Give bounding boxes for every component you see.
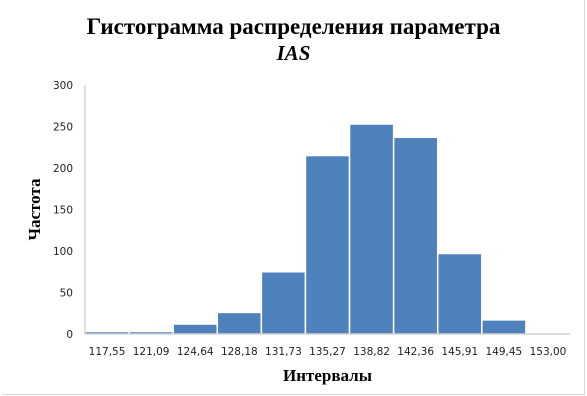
bar-3	[216, 311, 263, 335]
bar-2	[172, 323, 219, 335]
y-axis-title: Частота	[25, 178, 44, 240]
y-tick-label-4: 200	[53, 163, 73, 175]
y-tick-label-0: 0	[66, 329, 73, 341]
x-axis-title: Интервалы	[283, 366, 372, 385]
chart-subtitle: IAS	[276, 41, 311, 65]
bar-7	[392, 136, 439, 335]
y-tick-labels: 0 50 100 150 200 250 300	[53, 80, 73, 341]
bars-group	[84, 123, 527, 335]
y-tick-label-1: 50	[60, 288, 73, 300]
chart-title: Гистограмма распределения параметра	[86, 14, 501, 39]
x-tick-label-8: 145,91	[441, 346, 478, 358]
x-tick-label-7: 142,36	[397, 346, 434, 358]
x-tick-label-3: 128,18	[221, 346, 258, 358]
x-tick-label-5: 135,27	[309, 346, 346, 358]
bar-4	[260, 271, 307, 335]
x-tick-label-2: 124,64	[177, 346, 214, 358]
bar-9	[481, 319, 527, 335]
x-tick-label-6: 138,82	[353, 346, 390, 358]
y-tick-label-2: 100	[53, 246, 73, 258]
bar-8	[436, 252, 483, 335]
x-tick-label-0: 117,55	[89, 346, 126, 358]
y-tick-label-5: 250	[53, 122, 73, 134]
x-tick-label-4: 131,73	[265, 346, 302, 358]
bar-6	[348, 123, 395, 335]
x-tick-label-1: 121,09	[133, 346, 170, 358]
x-tick-label-10: 153,00	[530, 346, 567, 358]
bar-5	[304, 154, 351, 335]
y-tick-label-3: 150	[53, 205, 73, 217]
x-tick-label-9: 149,45	[485, 346, 522, 358]
y-tick-label-6: 300	[53, 80, 73, 92]
x-tick-labels: 117,55 121,09 124,64 128,18 131,73 135,27 138,…	[89, 346, 567, 358]
